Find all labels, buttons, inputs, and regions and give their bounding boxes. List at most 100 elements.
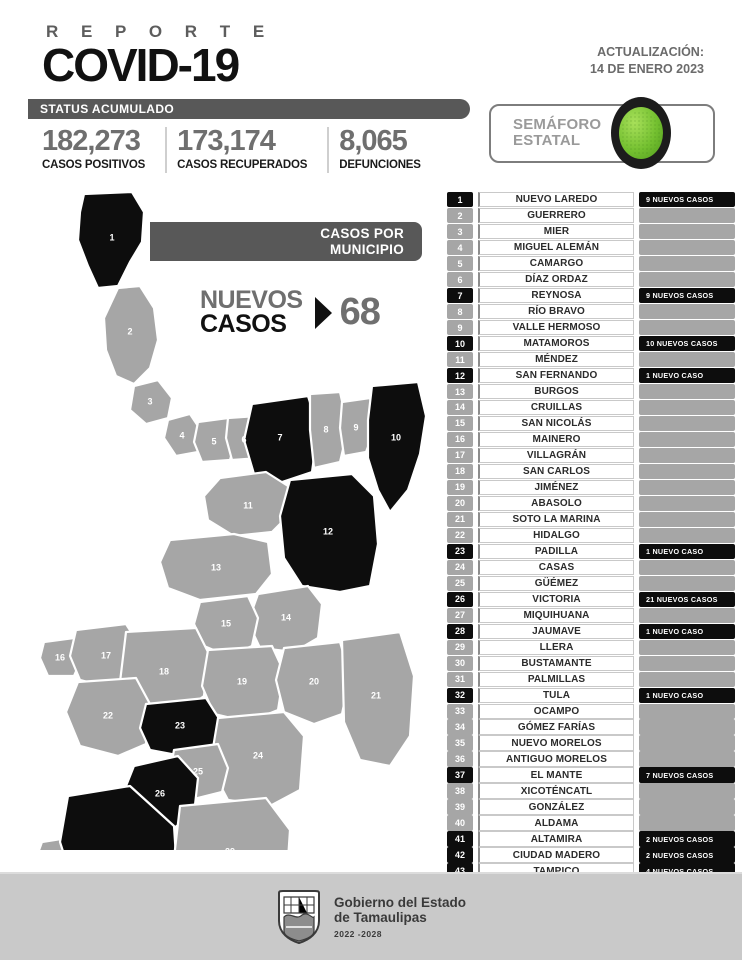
municipality-number-badge: 38 <box>447 783 473 799</box>
municipality-new-cases: 21 NUEVOS CASOS <box>639 591 735 607</box>
municipality-row[interactable]: 12 SAN FERNANDO 1 NUEVO CASO <box>447 367 735 384</box>
municipality-number-badge: 11 <box>447 351 473 368</box>
status-metrics: 182,273 CASOS POSITIVOS 173,174 CASOS RE… <box>28 127 470 173</box>
municipality-row[interactable]: 13 BURGOS <box>447 383 735 400</box>
municipality-row[interactable]: 5 CAMARGO <box>447 255 735 272</box>
municipality-row[interactable]: 33 OCAMPO <box>447 703 735 719</box>
metric-label: CASOS POSITIVOS <box>42 159 146 171</box>
municipality-new-cases <box>639 431 735 448</box>
municipality-row[interactable]: 38 XICOTÉNCATL <box>447 783 735 799</box>
municipality-number-badge: 33 <box>447 703 473 719</box>
municipality-name: CASAS <box>478 559 634 576</box>
municipality-row[interactable]: 9 VALLE HERMOSO <box>447 319 735 336</box>
municipality-new-cases <box>639 207 735 224</box>
municipality-row[interactable]: 17 VILLAGRÁN <box>447 447 735 464</box>
page-eyebrow: R E P O R T E <box>46 22 274 41</box>
municipality-row[interactable]: 2 GUERRERO <box>447 207 735 224</box>
municipality-row[interactable]: 3 MIER <box>447 223 735 240</box>
municipality-number-badge: 36 <box>447 751 473 767</box>
municipality-row[interactable]: 7 REYNOSA 9 NUEVOS CASOS <box>447 287 735 304</box>
municipality-number-badge: 10 <box>447 335 473 352</box>
municipality-row[interactable]: 40 ALDAMA <box>447 815 735 831</box>
municipality-new-cases <box>639 719 735 735</box>
municipality-number-badge: 22 <box>447 527 473 544</box>
municipality-row[interactable]: 25 GÜÉMEZ <box>447 575 735 592</box>
municipality-name: JAUMAVE <box>478 623 634 639</box>
new-cases-label: NUEVOS CASOS <box>200 288 303 336</box>
municipality-row[interactable]: 37 EL MANTE 7 NUEVOS CASOS <box>447 767 735 783</box>
municipality-row[interactable]: 14 CRUILLAS <box>447 399 735 416</box>
municipality-row[interactable]: 35 NUEVO MORELOS <box>447 735 735 751</box>
municipality-row[interactable]: 15 SAN NICOLÁS <box>447 415 735 432</box>
municipality-new-cases: 1 NUEVO CASO <box>639 543 735 560</box>
municipality-row[interactable]: 19 JIMÉNEZ <box>447 479 735 496</box>
municipality-number-badge: 14 <box>447 399 473 416</box>
municipality-row[interactable]: 4 MIGUEL ALEMÁN <box>447 239 735 256</box>
municipality-row[interactable]: 10 MATAMOROS 10 NUEVOS CASOS <box>447 335 735 352</box>
map-label-6: 6 <box>241 434 246 444</box>
municipality-row[interactable]: 16 MAINERO <box>447 431 735 448</box>
map-region-2 <box>102 284 160 386</box>
municipality-row[interactable]: 6 DÍAZ ORDAZ <box>447 271 735 288</box>
municipality-row[interactable]: 36 ANTIGUO MORELOS <box>447 751 735 767</box>
municipality-row[interactable]: 31 PALMILLAS <box>447 671 735 687</box>
municipality-name: NUEVO LAREDO <box>478 192 634 208</box>
map-label-5: 5 <box>211 436 216 446</box>
map-label-14: 14 <box>281 612 291 622</box>
municipality-new-cases: 1 NUEVO CASO <box>639 623 735 639</box>
municipality-row[interactable]: 21 SOTO LA MARINA <box>447 511 735 528</box>
municipality-name: MIQUIHUANA <box>478 607 634 623</box>
municipality-row[interactable]: 30 BUSTAMANTE <box>447 655 735 671</box>
municipality-number-badge: 18 <box>447 463 473 480</box>
municipality-new-cases: 1 NUEVO CASO <box>639 367 735 384</box>
municipality-name: SAN CARLOS <box>478 463 634 480</box>
municipality-row[interactable]: 23 PADILLA 1 NUEVO CASO <box>447 543 735 560</box>
map-label-26: 26 <box>155 788 165 798</box>
municipality-number-badge: 32 <box>447 687 473 703</box>
semaforo-label: SEMÁFORO ESTATAL <box>513 116 601 149</box>
municipality-row[interactable]: 11 MÉNDEZ <box>447 351 735 368</box>
municipality-number-badge: 42 <box>447 847 473 863</box>
traffic-light-icon <box>611 97 671 169</box>
municipality-number-badge: 2 <box>447 207 473 224</box>
municipality-row[interactable]: 29 LLERA <box>447 639 735 655</box>
municipality-row[interactable]: 22 HIDALGO <box>447 527 735 544</box>
map-region-22 <box>64 676 152 758</box>
municipality-number-badge: 4 <box>447 239 473 256</box>
municipality-number-badge: 23 <box>447 543 473 560</box>
municipality-name: ABASOLO <box>478 495 634 512</box>
municipality-name: GÓMEZ FARÍAS <box>478 719 634 735</box>
municipality-name: JIMÉNEZ <box>478 479 634 496</box>
municipality-row[interactable]: 27 MIQUIHUANA <box>447 607 735 623</box>
map-region-10 <box>366 380 428 514</box>
municipality-row[interactable]: 24 CASAS <box>447 559 735 576</box>
municipality-row[interactable]: 1 NUEVO LAREDO 9 NUEVOS CASOS <box>447 192 735 208</box>
municipality-number-badge: 39 <box>447 799 473 815</box>
municipality-number-badge: 34 <box>447 719 473 735</box>
municipality-new-cases: 1 NUEVO CASO <box>639 687 735 703</box>
municipality-number-badge: 41 <box>447 831 473 847</box>
map-label-12: 12 <box>323 526 333 536</box>
municipality-new-cases: 9 NUEVOS CASOS <box>639 192 735 208</box>
municipality-row[interactable]: 20 ABASOLO <box>447 495 735 512</box>
municipality-name: ALDAMA <box>478 815 634 831</box>
municipality-row[interactable]: 39 GONZÁLEZ <box>447 799 735 815</box>
municipality-row[interactable]: 18 SAN CARLOS <box>447 463 735 480</box>
municipality-row[interactable]: 32 TULA 1 NUEVO CASO <box>447 687 735 703</box>
metric-label: CASOS RECUPERADOS <box>177 159 308 171</box>
municipality-new-cases: 9 NUEVOS CASOS <box>639 287 735 304</box>
municipality-number-badge: 8 <box>447 303 473 320</box>
municipality-row[interactable]: 42 CIUDAD MADERO 2 NUEVOS CASOS <box>447 847 735 863</box>
municipality-name: CIUDAD MADERO <box>478 847 634 863</box>
footer-years: 2022 -2028 <box>333 928 382 939</box>
map-label-18: 18 <box>159 666 169 676</box>
map-region-1 <box>76 190 146 290</box>
municipality-number-badge: 16 <box>447 431 473 448</box>
municipality-row[interactable]: 26 VICTORIA 21 NUEVOS CASOS <box>447 591 735 607</box>
map-label-19: 19 <box>237 676 247 686</box>
municipality-row[interactable]: 28 JAUMAVE 1 NUEVO CASO <box>447 623 735 639</box>
municipality-row[interactable]: 41 ALTAMIRA 2 NUEVOS CASOS <box>447 831 735 847</box>
municipality-row[interactable]: 34 GÓMEZ FARÍAS <box>447 719 735 735</box>
municipality-name: GONZÁLEZ <box>478 799 634 815</box>
municipality-row[interactable]: 8 RÍO BRAVO <box>447 303 735 320</box>
